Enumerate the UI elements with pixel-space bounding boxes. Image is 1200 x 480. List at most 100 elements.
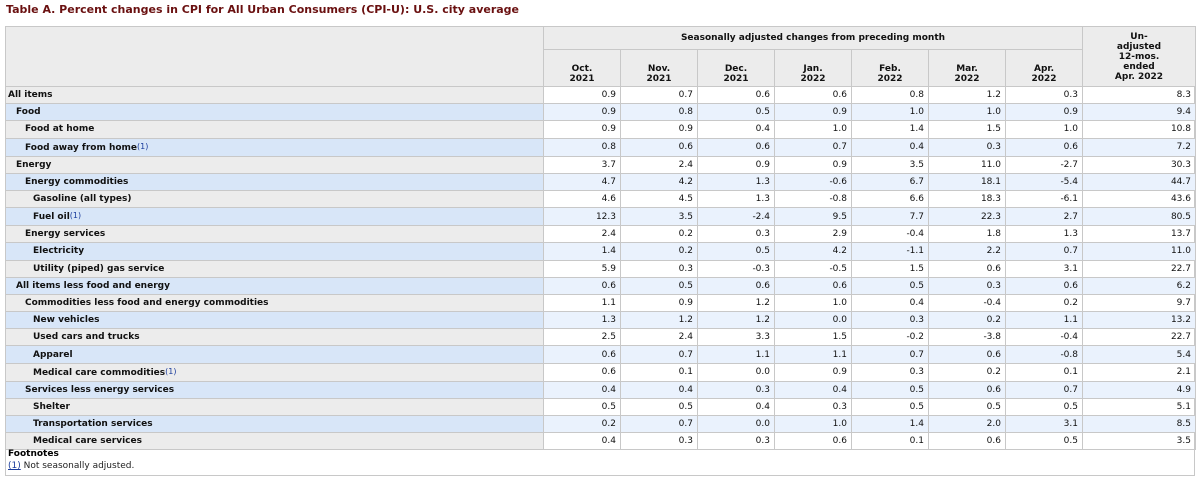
- cpi-table: Seasonally adjusted changes from precedi…: [5, 26, 1196, 451]
- value-cell: 0.3: [774, 397, 852, 417]
- value-cell: 4.2: [774, 242, 852, 261]
- row-label-cell: Used cars and trucks: [5, 328, 544, 347]
- table-row: Energy services 2.4 0.2 0.3 2.9 -0.4 1.8 1.3 13.…: [5, 225, 1196, 244]
- value-cell: 0.2: [620, 225, 698, 244]
- value-cell: 0.5: [851, 276, 929, 295]
- column-header-month: Mar.: [956, 64, 978, 74]
- footnote-link[interactable]: (1): [137, 141, 149, 151]
- value-cell: 0.3: [928, 137, 1006, 157]
- unadjusted-value-cell: 5.4: [1082, 345, 1196, 364]
- value-cell: -6.1: [1005, 189, 1083, 209]
- table-row: Medical care commodities(1) 0.6 0.1 0.0 0.9 0…: [5, 362, 1196, 382]
- value-cell: 0.5: [851, 397, 929, 417]
- row-label: Gasoline (all types): [33, 194, 132, 205]
- value-cell: 0.4: [620, 380, 698, 399]
- table-row: Food at home 0.9 0.9 0.4 1.0 1.4 1.5 1.0 10.8: [5, 120, 1196, 139]
- table-row: Electricity 1.4 0.2 0.5 4.2 -1.1 2.2 0.7 11.0: [5, 242, 1196, 261]
- unadjusted-header-line: ended: [1123, 61, 1155, 72]
- value-cell: 1.0: [774, 120, 852, 139]
- table-row: Energy commodities 4.7 4.2 1.3 -0.6 6.7 18.1 -5…: [5, 172, 1196, 191]
- footnote-item: (1) Not seasonally adjusted.: [8, 460, 134, 472]
- row-label: Shelter: [33, 401, 70, 412]
- row-label: Medical care services: [33, 436, 142, 447]
- value-cell: 4.2: [620, 172, 698, 191]
- value-cell: 0.6: [697, 276, 775, 295]
- unadjusted-header-line: Un-: [1130, 31, 1148, 42]
- value-cell: 2.7: [1005, 207, 1083, 227]
- value-cell: 0.2: [1005, 293, 1083, 313]
- value-cell: 0.8: [620, 103, 698, 122]
- column-header: Nov. 2021: [620, 49, 698, 87]
- value-cell: 0.6: [620, 137, 698, 157]
- row-label-cell: Commodities less food and energy commodi…: [5, 293, 544, 313]
- value-cell: 0.2: [620, 242, 698, 261]
- table-row: Commodities less food and energy commodi…: [5, 293, 1196, 313]
- table-row: Food away from home(1) 0.8 0.6 0.6 0.7 0.4 0.3…: [5, 137, 1196, 157]
- value-cell: 2.2: [928, 242, 1006, 261]
- value-cell: 2.4: [543, 225, 621, 244]
- unadjusted-value-cell: 13.2: [1082, 311, 1196, 330]
- column-header-month: Nov.: [647, 64, 671, 74]
- table-row: Food 0.9 0.8 0.5 0.9 1.0 1.0 0.9 9.4: [5, 103, 1196, 122]
- unadjusted-value-cell: 30.3: [1082, 155, 1196, 174]
- value-cell: 1.1: [1005, 311, 1083, 330]
- value-cell: 0.0: [774, 311, 852, 330]
- column-header-year: 2022: [800, 74, 826, 84]
- value-cell: 1.3: [697, 189, 775, 209]
- value-cell: 0.5: [1005, 432, 1083, 451]
- value-cell: 0.9: [774, 103, 852, 122]
- value-cell: 0.7: [774, 137, 852, 157]
- row-label: Energy commodities: [25, 176, 129, 187]
- table-row: Energy 3.7 2.4 0.9 0.9 3.5 11.0 -2.7 30.3: [5, 155, 1196, 174]
- unadjusted-value-cell: 3.5: [1082, 432, 1196, 451]
- value-cell: 3.1: [1005, 414, 1083, 434]
- value-cell: 0.4: [697, 120, 775, 139]
- value-cell: 0.3: [1005, 85, 1083, 105]
- value-cell: 0.1: [1005, 362, 1083, 382]
- value-cell: 3.5: [620, 207, 698, 227]
- value-cell: 1.0: [928, 103, 1006, 122]
- value-cell: 1.0: [774, 293, 852, 313]
- table-row: Fuel oil(1) 12.3 3.5 -2.4 9.5 7.7 22.3 2.7 80.5: [5, 207, 1196, 227]
- value-cell: 1.2: [928, 85, 1006, 105]
- footnotes-section: Footnotes (1) Not seasonally adjusted.: [8, 448, 134, 472]
- footnote-link[interactable]: (1): [165, 366, 177, 376]
- value-cell: 1.1: [543, 293, 621, 313]
- value-cell: 0.9: [543, 103, 621, 122]
- row-label: Fuel oil: [33, 212, 70, 223]
- value-cell: 1.3: [543, 311, 621, 330]
- value-cell: 0.7: [1005, 242, 1083, 261]
- value-cell: -0.4: [851, 225, 929, 244]
- footnote-link[interactable]: (1): [69, 211, 82, 221]
- value-cell: 0.6: [928, 432, 1006, 451]
- value-cell: 0.7: [620, 85, 698, 105]
- value-cell: 0.3: [697, 225, 775, 244]
- value-cell: 0.9: [697, 155, 775, 174]
- value-cell: 0.6: [928, 380, 1006, 399]
- value-cell: 0.3: [851, 362, 929, 382]
- value-cell: 0.6: [774, 276, 852, 295]
- row-label: Apparel: [33, 349, 73, 360]
- row-label-cell: Apparel: [5, 345, 544, 364]
- value-cell: 9.5: [774, 207, 852, 227]
- value-cell: 1.2: [620, 311, 698, 330]
- value-cell: 1.3: [697, 172, 775, 191]
- footnote-ref-link[interactable]: (1): [8, 461, 21, 471]
- value-cell: -0.6: [774, 172, 852, 191]
- value-cell: 1.5: [774, 328, 852, 347]
- value-cell: -0.5: [774, 259, 852, 278]
- value-cell: 0.5: [620, 276, 698, 295]
- value-cell: 2.9: [774, 225, 852, 244]
- value-cell: 6.7: [851, 172, 929, 191]
- table-row: Services less energy services 0.4 0.4 0.3 0.…: [5, 380, 1196, 399]
- row-label-cell: Services less energy services: [5, 380, 544, 399]
- value-cell: 1.2: [697, 293, 775, 313]
- row-label: Commodities less food and energy commodi…: [25, 297, 269, 308]
- column-header-month: Dec.: [724, 64, 748, 74]
- value-cell: 0.1: [851, 432, 929, 451]
- row-label: Energy services: [25, 229, 106, 240]
- value-cell: 7.7: [851, 207, 929, 227]
- unadjusted-value-cell: 4.9: [1082, 380, 1196, 399]
- unadjusted-header-line: 12-mos.: [1118, 51, 1160, 62]
- unadjusted-value-cell: 2.1: [1082, 362, 1196, 382]
